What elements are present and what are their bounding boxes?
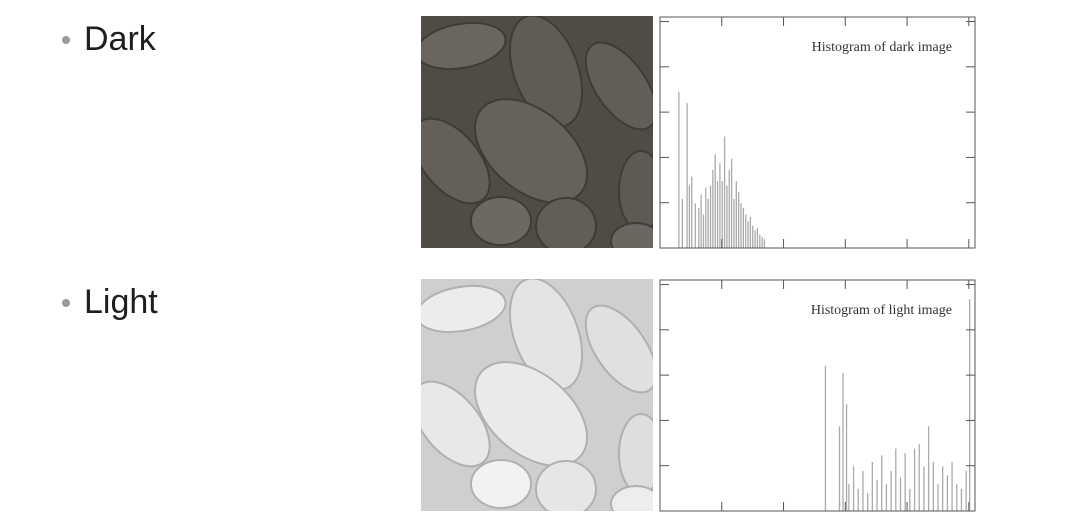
histogram-light-frame xyxy=(659,279,976,512)
histogram-dark: Histogram of dark image xyxy=(659,16,977,249)
histogram-light: Histogram of light image xyxy=(659,279,977,512)
bullet-label-light: Light xyxy=(84,283,158,321)
histogram-light-title: Histogram of light image xyxy=(811,303,952,318)
histogram-dark-title: Histogram of dark image xyxy=(812,40,952,55)
dark-pollen-image xyxy=(421,16,653,248)
bullet-dot-icon xyxy=(62,35,70,44)
bullet-dot-icon xyxy=(62,298,70,307)
histogram-dark-chart: Histogram of dark image xyxy=(659,16,976,249)
bullet-dark: Dark xyxy=(62,20,156,59)
histogram-dark-frame xyxy=(659,16,976,249)
dark-image-illustration xyxy=(421,16,653,248)
light-image-illustration xyxy=(421,279,653,511)
bullet-label-dark: Dark xyxy=(84,20,156,58)
light-pollen-image xyxy=(421,279,653,511)
histogram-light-chart: Histogram of light image xyxy=(659,279,976,512)
bullet-light: Light xyxy=(62,283,158,322)
